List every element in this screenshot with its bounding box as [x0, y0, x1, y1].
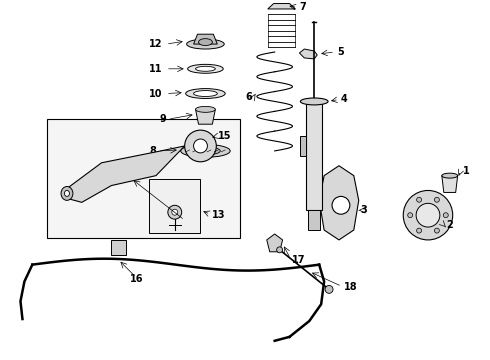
Polygon shape [306, 103, 322, 210]
Polygon shape [319, 166, 359, 240]
Circle shape [435, 197, 440, 202]
Ellipse shape [194, 91, 217, 96]
Circle shape [416, 203, 440, 227]
Bar [47, 119, 240, 238]
Ellipse shape [181, 144, 230, 157]
Ellipse shape [442, 173, 458, 178]
Polygon shape [442, 176, 458, 193]
Circle shape [172, 209, 178, 215]
Text: 13: 13 [212, 210, 226, 220]
Ellipse shape [188, 64, 223, 73]
Circle shape [403, 190, 453, 240]
Text: 12: 12 [149, 39, 163, 49]
Circle shape [194, 139, 207, 153]
Text: 1: 1 [463, 166, 469, 176]
Ellipse shape [61, 186, 73, 201]
Circle shape [185, 130, 216, 162]
Ellipse shape [300, 98, 328, 105]
Ellipse shape [198, 39, 212, 46]
Text: 3: 3 [361, 205, 368, 215]
Circle shape [443, 213, 448, 218]
Text: 18: 18 [344, 282, 358, 292]
Polygon shape [308, 210, 320, 230]
Text: 4: 4 [341, 94, 348, 104]
Text: 6: 6 [245, 91, 252, 102]
Text: 2: 2 [446, 220, 453, 230]
Text: 14: 14 [186, 217, 199, 227]
Ellipse shape [196, 66, 215, 71]
Polygon shape [111, 240, 126, 255]
Polygon shape [299, 49, 317, 59]
Text: 15: 15 [218, 131, 232, 141]
Ellipse shape [187, 39, 224, 49]
Ellipse shape [191, 147, 220, 155]
Text: 16: 16 [129, 274, 143, 284]
Circle shape [408, 213, 413, 218]
Text: 8: 8 [149, 146, 156, 156]
Circle shape [435, 228, 440, 233]
Ellipse shape [332, 197, 350, 214]
Circle shape [277, 247, 283, 253]
Ellipse shape [196, 107, 215, 112]
Circle shape [325, 285, 333, 293]
Bar [149, 179, 200, 233]
Text: 5: 5 [337, 47, 344, 57]
Ellipse shape [186, 89, 225, 99]
Polygon shape [300, 136, 306, 156]
Ellipse shape [65, 190, 70, 197]
Text: 10: 10 [149, 89, 163, 99]
Polygon shape [67, 146, 185, 202]
Circle shape [416, 228, 421, 233]
Polygon shape [268, 4, 295, 9]
Circle shape [416, 197, 421, 202]
Text: 17: 17 [292, 255, 305, 265]
Polygon shape [194, 34, 217, 44]
Text: 9: 9 [159, 114, 166, 124]
Circle shape [168, 205, 182, 219]
Text: 11: 11 [149, 64, 163, 74]
Text: 7: 7 [299, 3, 306, 13]
Polygon shape [267, 234, 283, 252]
Polygon shape [196, 109, 215, 124]
